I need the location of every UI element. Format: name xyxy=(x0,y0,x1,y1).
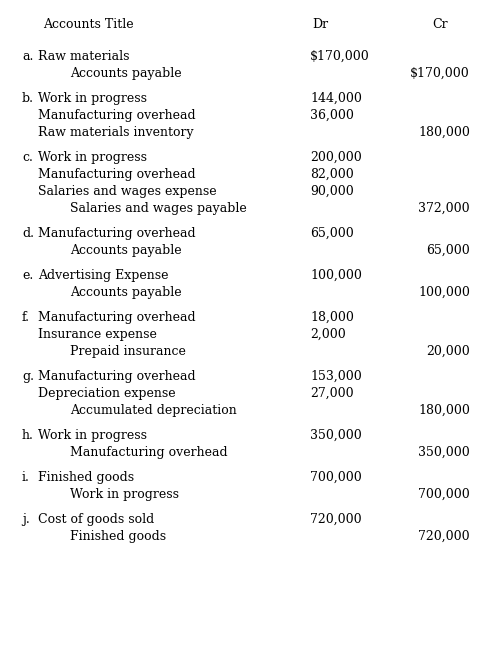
Text: 36,000: 36,000 xyxy=(310,109,354,122)
Text: Depreciation expense: Depreciation expense xyxy=(38,387,176,400)
Text: 372,000: 372,000 xyxy=(418,202,470,215)
Text: 200,000: 200,000 xyxy=(310,151,362,164)
Text: 720,000: 720,000 xyxy=(310,513,362,526)
Text: d.: d. xyxy=(22,227,34,240)
Text: e.: e. xyxy=(22,269,33,282)
Text: j.: j. xyxy=(22,513,30,526)
Text: 100,000: 100,000 xyxy=(418,286,470,299)
Text: 2,000: 2,000 xyxy=(310,328,346,341)
Text: 350,000: 350,000 xyxy=(418,446,470,459)
Text: 27,000: 27,000 xyxy=(310,387,354,400)
Text: Work in progress: Work in progress xyxy=(70,488,179,501)
Text: Raw materials inventory: Raw materials inventory xyxy=(38,126,194,139)
Text: Accounts Title: Accounts Title xyxy=(42,18,133,31)
Text: Dr: Dr xyxy=(312,18,328,31)
Text: 100,000: 100,000 xyxy=(310,269,362,282)
Text: Accounts payable: Accounts payable xyxy=(70,244,182,257)
Text: i.: i. xyxy=(22,471,30,484)
Text: Manufacturing overhead: Manufacturing overhead xyxy=(38,109,196,122)
Text: 65,000: 65,000 xyxy=(310,227,354,240)
Text: Insurance expense: Insurance expense xyxy=(38,328,157,341)
Text: Accumulated depreciation: Accumulated depreciation xyxy=(70,404,237,417)
Text: 18,000: 18,000 xyxy=(310,311,354,324)
Text: Finished goods: Finished goods xyxy=(38,471,134,484)
Text: Manufacturing overhead: Manufacturing overhead xyxy=(70,446,228,459)
Text: b.: b. xyxy=(22,92,34,105)
Text: c.: c. xyxy=(22,151,33,164)
Text: Accounts payable: Accounts payable xyxy=(70,67,182,80)
Text: Work in progress: Work in progress xyxy=(38,92,147,105)
Text: g.: g. xyxy=(22,370,34,383)
Text: Finished goods: Finished goods xyxy=(70,530,166,543)
Text: Work in progress: Work in progress xyxy=(38,151,147,164)
Text: Manufacturing overhead: Manufacturing overhead xyxy=(38,370,196,383)
Text: Manufacturing overhead: Manufacturing overhead xyxy=(38,227,196,240)
Text: Salaries and wages payable: Salaries and wages payable xyxy=(70,202,247,215)
Text: 180,000: 180,000 xyxy=(418,126,470,139)
Text: 82,000: 82,000 xyxy=(310,168,354,181)
Text: 180,000: 180,000 xyxy=(418,404,470,417)
Text: f.: f. xyxy=(22,311,30,324)
Text: Work in progress: Work in progress xyxy=(38,429,147,442)
Text: Manufacturing overhead: Manufacturing overhead xyxy=(38,168,196,181)
Text: 144,000: 144,000 xyxy=(310,92,362,105)
Text: Manufacturing overhead: Manufacturing overhead xyxy=(38,311,196,324)
Text: 350,000: 350,000 xyxy=(310,429,362,442)
Text: 65,000: 65,000 xyxy=(426,244,470,257)
Text: h.: h. xyxy=(22,429,34,442)
Text: 720,000: 720,000 xyxy=(418,530,470,543)
Text: Accounts payable: Accounts payable xyxy=(70,286,182,299)
Text: Prepaid insurance: Prepaid insurance xyxy=(70,345,186,358)
Text: 153,000: 153,000 xyxy=(310,370,362,383)
Text: 700,000: 700,000 xyxy=(310,471,362,484)
Text: 20,000: 20,000 xyxy=(426,345,470,358)
Text: Raw materials: Raw materials xyxy=(38,50,129,63)
Text: Cost of goods sold: Cost of goods sold xyxy=(38,513,154,526)
Text: Cr: Cr xyxy=(432,18,448,31)
Text: $170,000: $170,000 xyxy=(310,50,370,63)
Text: Advertising Expense: Advertising Expense xyxy=(38,269,168,282)
Text: 90,000: 90,000 xyxy=(310,185,354,198)
Text: 700,000: 700,000 xyxy=(418,488,470,501)
Text: a.: a. xyxy=(22,50,34,63)
Text: $170,000: $170,000 xyxy=(410,67,470,80)
Text: Salaries and wages expense: Salaries and wages expense xyxy=(38,185,217,198)
